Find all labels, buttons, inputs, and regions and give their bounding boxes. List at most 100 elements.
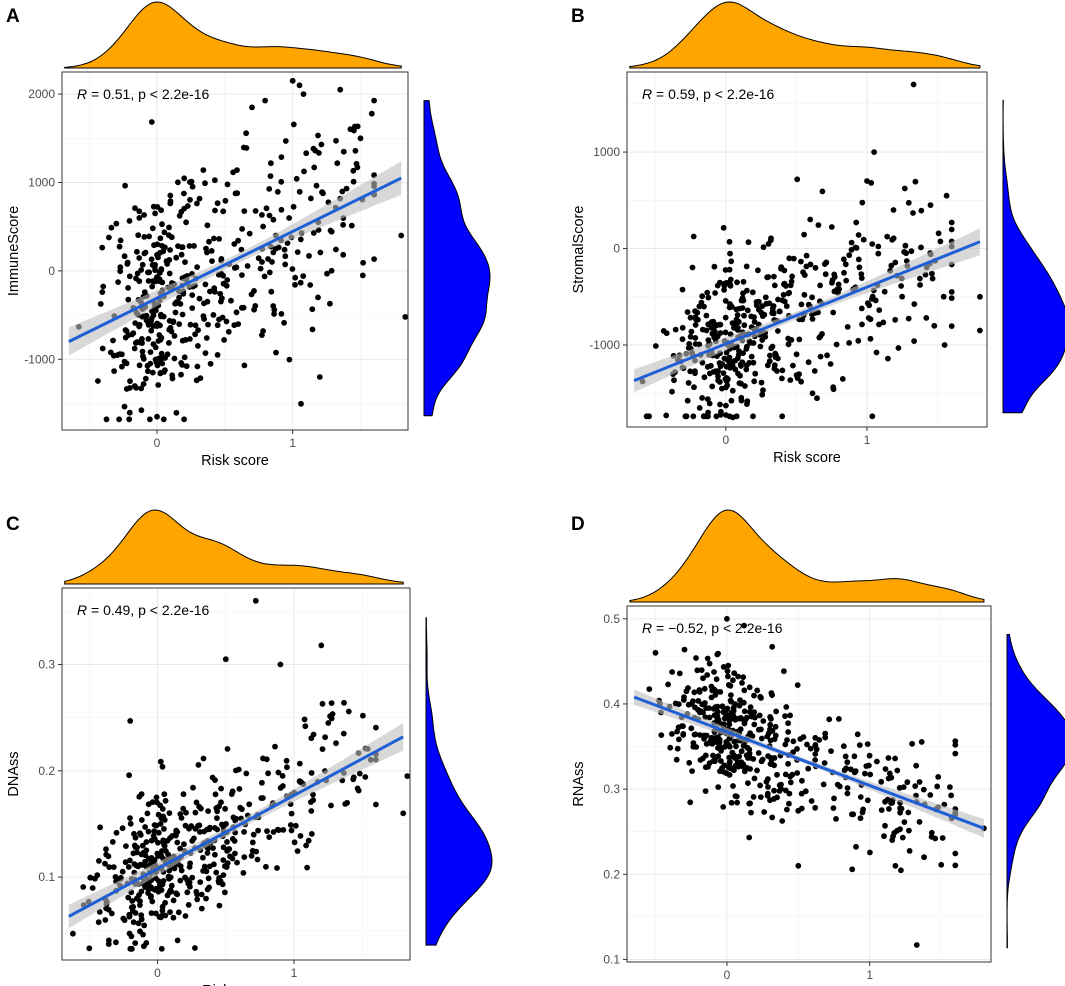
y-axis-title: StromalScore bbox=[571, 206, 587, 294]
data-point bbox=[867, 335, 874, 342]
data-point bbox=[283, 757, 290, 764]
data-point bbox=[721, 744, 728, 750]
data-point bbox=[675, 724, 682, 731]
data-point bbox=[290, 121, 297, 128]
data-point bbox=[652, 649, 659, 656]
data-point bbox=[714, 651, 721, 658]
data-point bbox=[948, 295, 955, 301]
panel-letter: C bbox=[6, 514, 20, 535]
data-point bbox=[690, 233, 697, 240]
x-tick-label: 0 bbox=[154, 966, 161, 980]
data-point bbox=[748, 809, 754, 816]
data-point bbox=[286, 356, 293, 363]
data-point bbox=[756, 712, 763, 719]
data-point bbox=[853, 219, 860, 226]
data-point bbox=[119, 825, 126, 832]
data-point bbox=[260, 223, 266, 230]
x-axis-title: Risk score bbox=[773, 450, 841, 466]
data-point bbox=[132, 940, 139, 946]
regression-line bbox=[633, 240, 981, 383]
data-point bbox=[754, 687, 761, 694]
data-point bbox=[150, 203, 157, 210]
data-point bbox=[717, 279, 723, 286]
data-point bbox=[102, 917, 109, 923]
data-point bbox=[266, 186, 273, 192]
data-point bbox=[160, 416, 167, 423]
data-point bbox=[888, 262, 895, 269]
data-point bbox=[159, 242, 165, 249]
data-point bbox=[860, 236, 867, 243]
data-point bbox=[136, 321, 143, 328]
data-point bbox=[726, 354, 733, 361]
data-point bbox=[674, 745, 681, 752]
data-point bbox=[211, 861, 217, 868]
data-point bbox=[776, 308, 783, 315]
data-point bbox=[172, 300, 179, 307]
data-point bbox=[229, 836, 236, 842]
data-point bbox=[885, 355, 891, 362]
right-density bbox=[1006, 634, 1065, 949]
data-point bbox=[274, 865, 280, 871]
data-point bbox=[765, 274, 772, 280]
data-point bbox=[218, 785, 225, 792]
data-point bbox=[812, 757, 818, 763]
data-point bbox=[373, 801, 379, 808]
data-point bbox=[793, 351, 800, 358]
regression-line bbox=[68, 176, 402, 343]
y-tick-label: 1000 bbox=[593, 145, 620, 159]
data-point bbox=[798, 301, 805, 308]
data-point bbox=[948, 289, 955, 295]
data-point bbox=[259, 779, 265, 786]
data-point bbox=[859, 199, 866, 206]
data-point bbox=[762, 333, 769, 340]
data-point bbox=[297, 833, 304, 839]
data-point bbox=[781, 281, 787, 288]
data-point bbox=[210, 312, 217, 318]
data-point bbox=[856, 264, 863, 271]
data-point bbox=[212, 177, 218, 184]
data-point bbox=[216, 803, 222, 810]
data-point bbox=[171, 333, 178, 339]
data-point bbox=[738, 748, 745, 755]
data-point bbox=[940, 293, 947, 300]
data-point bbox=[268, 288, 275, 295]
data-point bbox=[727, 250, 733, 257]
data-point bbox=[937, 238, 944, 245]
data-point bbox=[831, 795, 837, 802]
data-point bbox=[890, 207, 897, 213]
data-point bbox=[297, 236, 304, 243]
data-point bbox=[798, 258, 804, 265]
data-point bbox=[935, 774, 942, 780]
data-point bbox=[183, 363, 190, 370]
data-point bbox=[740, 350, 746, 356]
data-point bbox=[168, 882, 175, 889]
data-point bbox=[398, 232, 405, 239]
data-point bbox=[723, 378, 730, 385]
data-point bbox=[646, 686, 653, 692]
data-point bbox=[139, 842, 146, 849]
data-point bbox=[786, 255, 793, 262]
y-tick-label: 0.4 bbox=[603, 697, 620, 711]
data-point bbox=[759, 303, 766, 309]
data-point bbox=[159, 279, 166, 286]
data-point bbox=[116, 416, 122, 423]
data-point bbox=[246, 801, 253, 808]
data-point bbox=[758, 758, 765, 765]
data-point bbox=[757, 343, 764, 350]
data-point bbox=[767, 352, 773, 359]
data-point bbox=[948, 219, 955, 226]
data-point bbox=[700, 413, 707, 420]
data-point bbox=[296, 82, 303, 89]
data-point bbox=[166, 270, 173, 277]
data-point bbox=[220, 280, 227, 287]
data-point bbox=[906, 848, 913, 854]
data-point bbox=[693, 655, 699, 661]
axes: 0 1 0.1 0.2 0.3 0.4 0.5 bbox=[603, 612, 873, 982]
data-point bbox=[158, 311, 164, 318]
data-point bbox=[869, 296, 875, 302]
data-point bbox=[864, 797, 871, 804]
data-point bbox=[122, 182, 128, 189]
right-density bbox=[1002, 99, 1065, 414]
data-point bbox=[194, 891, 201, 898]
data-point bbox=[894, 767, 901, 774]
